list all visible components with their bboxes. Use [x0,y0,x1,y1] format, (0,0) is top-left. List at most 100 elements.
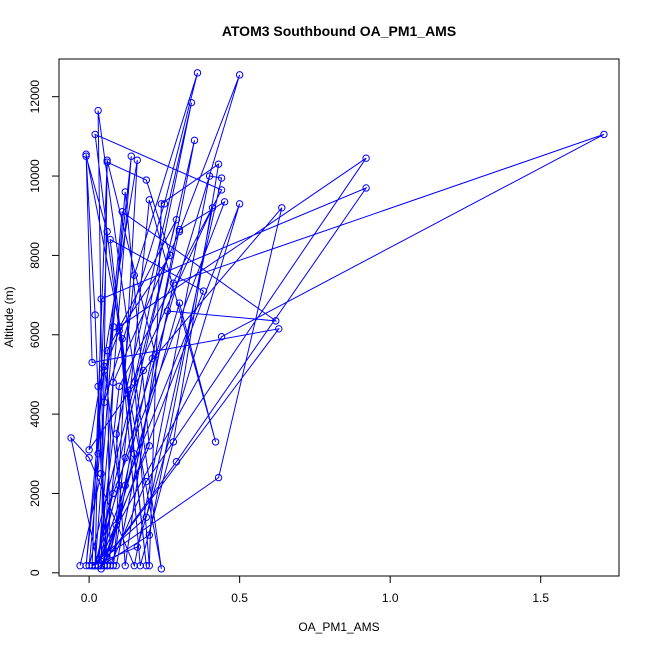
data-point [235,200,244,208]
data-point [142,513,151,521]
data-point [217,186,226,194]
data-point [115,323,123,331]
data-point [130,450,138,458]
data-point [175,299,184,307]
data-point [142,176,151,184]
data-point [208,204,217,212]
x-tick-label: 1.5 [532,591,549,605]
data-point [193,69,202,77]
series-line-0 [70,72,605,570]
data-point [121,188,129,196]
data-point [121,454,129,462]
x-tick-label: 0.5 [231,591,248,605]
data-point [121,561,129,570]
data-point [235,71,244,79]
data-point [127,152,135,160]
data-point [145,561,154,570]
data-point [157,565,166,573]
y-tick-label: 2000 [28,480,42,507]
data-point [145,531,154,539]
data-point [103,156,111,164]
data-point [172,215,181,224]
data-point [118,208,126,216]
y-tick-label: 8000 [28,242,42,269]
series-layer [67,69,608,573]
data-point [115,382,123,391]
data-point [112,561,120,570]
data-point [85,454,93,462]
y-tick-label: 12000 [28,80,42,114]
data-point [278,204,286,212]
data-point [97,565,105,573]
data-point [199,287,208,295]
data-point [94,106,102,115]
data-point [169,279,178,287]
data-point [130,378,138,387]
data-point [130,271,138,279]
x-axis: 0.0 0.5 1.0 1.5 [81,575,549,605]
data-point [272,317,280,325]
data-point [157,200,166,208]
data-point [94,450,102,458]
y-tick-label: 6000 [28,321,42,348]
data-point [100,398,108,406]
data-point [214,473,223,482]
data-point [142,561,151,570]
data-point [160,200,169,208]
data-point [133,543,141,551]
data-point [88,358,96,367]
data-point [103,561,111,570]
x-axis-label: OA_PM1_AMS [298,620,379,634]
x-tick-label: 0.0 [81,591,98,605]
data-point [145,196,154,204]
y-axis: 0 2000 4000 6000 8000 10000 12000 [28,80,60,576]
data-point [103,346,111,355]
data-point [275,325,283,333]
data-point [600,130,608,139]
data-point [187,98,196,107]
chart-title: ATOM3 Southbound OA_PM1_AMS [222,23,456,39]
data-point [166,251,175,260]
data-point [220,198,229,206]
data-point [109,378,117,387]
data-point [97,295,105,303]
data-point [103,158,111,166]
data-point [139,366,148,375]
data-point [175,225,184,234]
data-point [67,434,75,442]
data-point [109,489,117,498]
data-point [97,469,105,478]
data-point [85,446,93,454]
x-tick-label: 1.0 [382,591,399,605]
data-point [112,521,120,529]
data-point [106,235,114,244]
data-point [100,366,108,375]
data-point [91,311,99,319]
data-point [217,174,226,182]
data-point [91,561,99,570]
data-point [94,382,102,391]
data-point [205,172,214,180]
data-point [82,152,90,160]
data-point [175,227,184,236]
data-point [133,156,141,164]
data-point [100,362,108,371]
data-point [103,227,111,236]
data-point [82,150,90,158]
data-point [169,438,178,446]
data-point [124,386,132,395]
data-point [112,430,120,438]
data-point [118,335,126,343]
data-point [362,154,370,162]
data-point [148,354,157,363]
data-point [214,160,223,168]
data-point [163,307,172,315]
data-point [362,184,370,192]
data-point [172,458,181,466]
data-point [211,438,220,446]
data-point [142,477,151,486]
y-tick-label: 10000 [28,159,42,193]
data-point [145,442,154,450]
